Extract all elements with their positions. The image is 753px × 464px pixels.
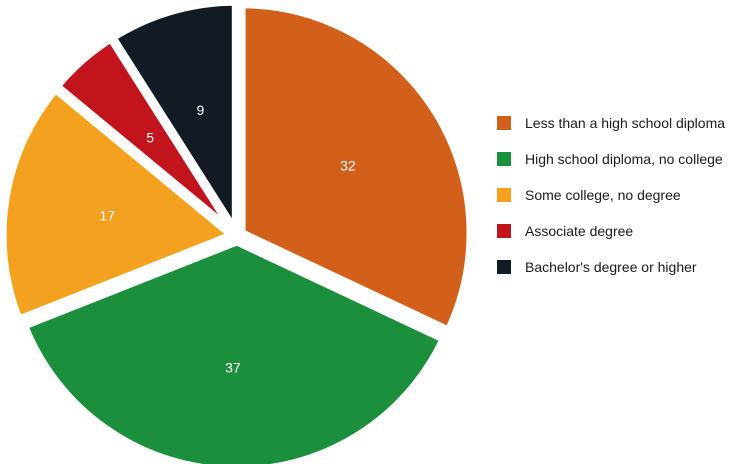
slice-value-bachelor-s-degree-or-higher: 9 — [196, 102, 204, 118]
legend-item-high-school-diploma-no-college: High school diploma, no college — [497, 151, 723, 167]
legend-item-bachelor-s-degree-or-higher: Bachelor's degree or higher — [497, 259, 697, 275]
legend-swatch — [497, 188, 511, 202]
legend-swatch — [497, 152, 511, 166]
pie-slice-some-college-no-degree — [0, 84, 238, 324]
pie-slice-less-than-a-high-school-diploma — [238, 1, 474, 335]
pie-slice-bachelor-s-degree-or-higher — [108, 0, 239, 243]
slice-value-labels: 32 37 17 5 9 — [99, 102, 356, 376]
legend-item-less-than-a-high-school-diploma: Less than a high school diploma — [497, 115, 725, 131]
legend-label: Less than a high school diploma — [525, 115, 725, 131]
legend-swatch — [497, 224, 511, 238]
legend-label: Some college, no degree — [525, 187, 681, 203]
legend-item-associate-degree: Associate degree — [497, 223, 633, 239]
legend-swatch — [497, 260, 511, 274]
slice-value-high-school-diploma-no-college: 37 — [225, 359, 241, 375]
pie-slices — [0, 0, 474, 464]
legend-swatch — [497, 116, 511, 130]
slice-value-some-college-no-degree: 17 — [99, 207, 115, 223]
legend: Less than a high school diploma High scho… — [497, 115, 725, 275]
slice-value-associate-degree: 5 — [146, 129, 154, 145]
legend-label: High school diploma, no college — [525, 151, 723, 167]
slice-value-less-than-a-high-school-diploma: 32 — [340, 158, 356, 174]
legend-label: Associate degree — [525, 223, 633, 239]
legend-label: Bachelor's degree or higher — [525, 259, 697, 275]
pie-slice-high-school-diploma-no-college — [20, 238, 448, 464]
legend-item-some-college-no-degree: Some college, no degree — [497, 187, 681, 203]
